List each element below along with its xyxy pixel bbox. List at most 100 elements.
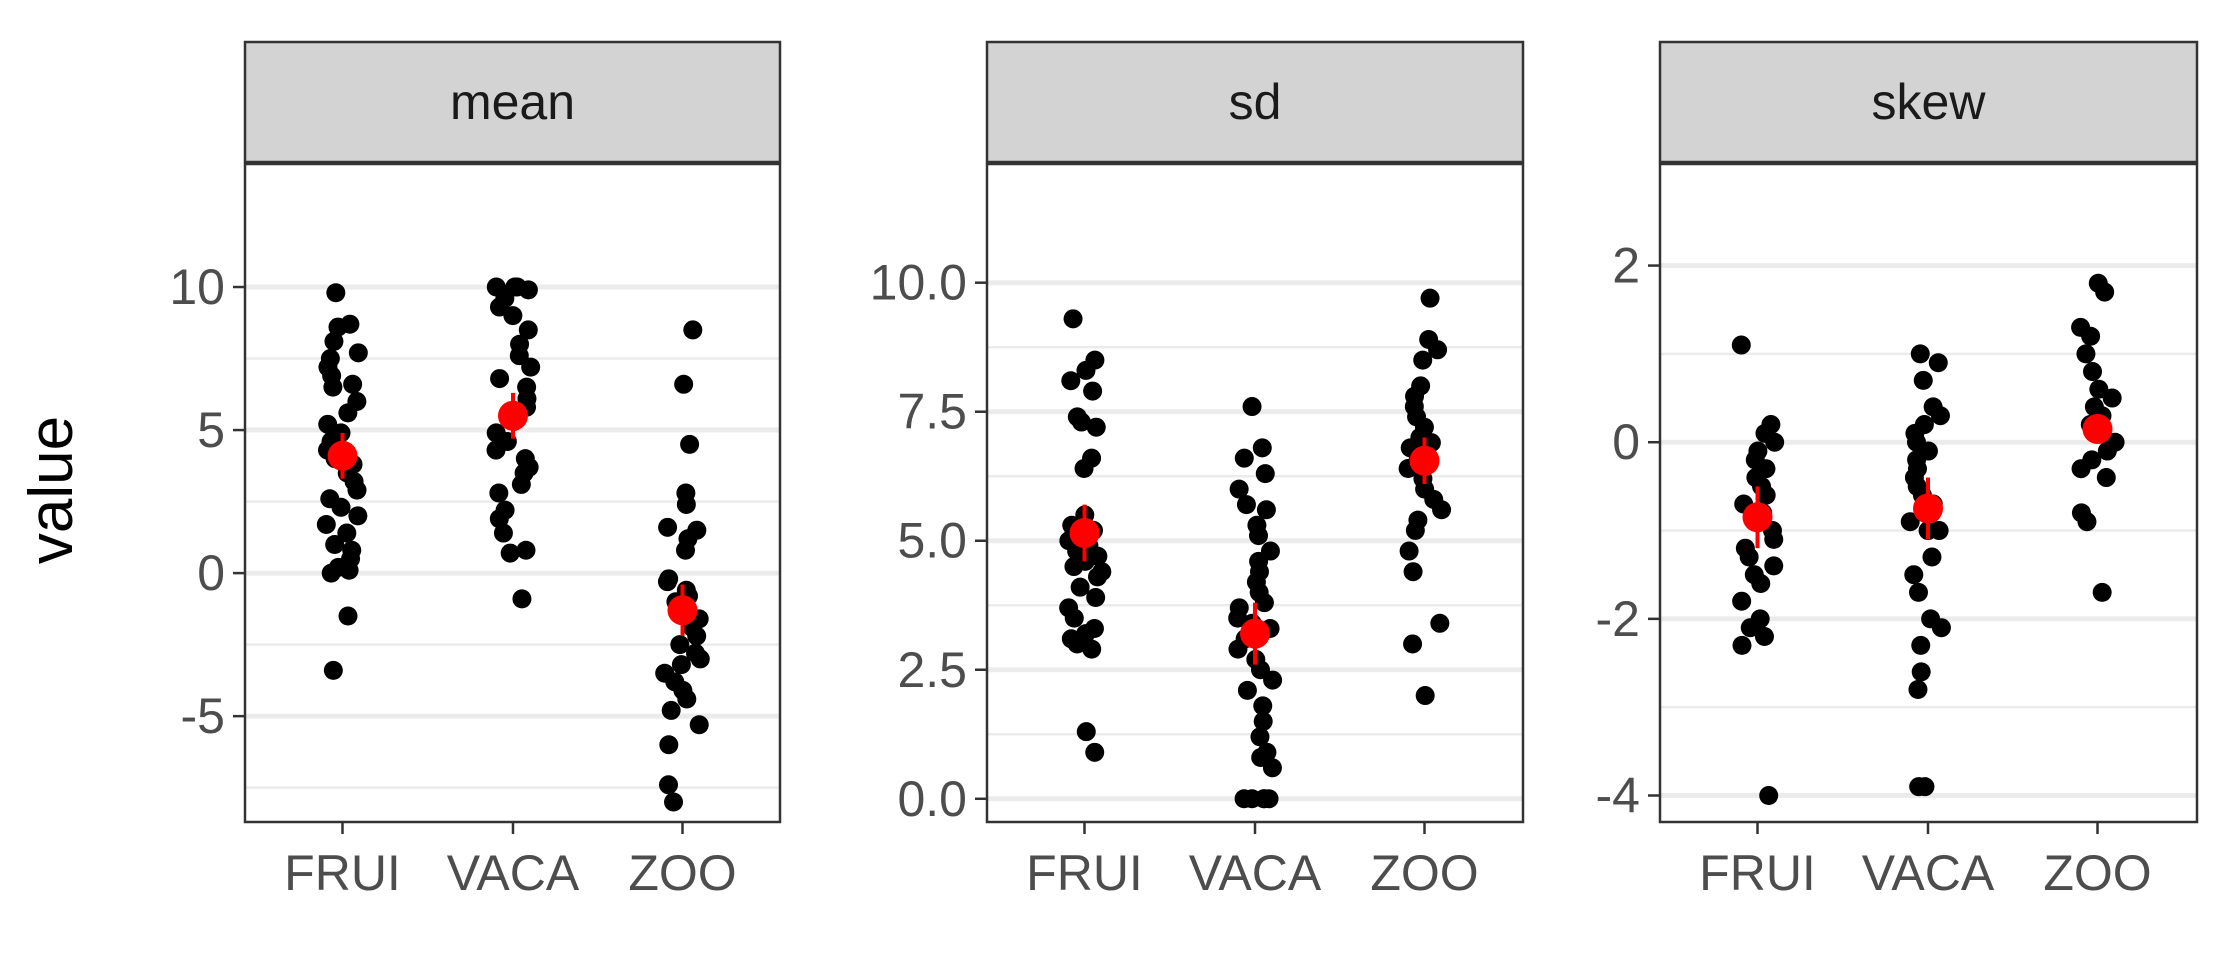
data-point (1904, 565, 1924, 585)
data-point (2076, 344, 2096, 364)
data-point (664, 792, 684, 812)
data-point (1063, 309, 1083, 329)
data-point (2102, 388, 2122, 408)
data-point (490, 369, 510, 389)
data-point (1228, 608, 1248, 628)
data-point (1731, 335, 1751, 355)
data-point (2077, 512, 2097, 532)
x-tick-label: ZOO (2043, 845, 2151, 901)
data-point (677, 689, 697, 709)
y-tick-label: 5 (197, 402, 225, 458)
data-point (1253, 711, 1273, 731)
data-point (1254, 789, 1274, 809)
data-point (1250, 727, 1270, 747)
data-point (689, 715, 709, 735)
data-point (503, 306, 523, 326)
x-tick-label: VACA (447, 845, 580, 901)
summary-mean-point (1742, 502, 1773, 533)
data-point (1403, 634, 1423, 654)
summary-mean-point (2082, 413, 2113, 444)
strip-background (243, 40, 782, 164)
data-point (1909, 777, 1929, 797)
data-point (1085, 742, 1105, 762)
data-point (518, 280, 538, 300)
data-point (1908, 582, 1928, 602)
data-point (1086, 588, 1106, 608)
data-point (1071, 412, 1091, 432)
y-tick-label: -5 (181, 688, 225, 744)
data-point (1249, 526, 1269, 546)
data-point (1765, 432, 1785, 452)
data-point (1908, 680, 1928, 700)
data-point (1399, 541, 1419, 561)
data-point (2095, 282, 2115, 302)
data-point (1242, 397, 1262, 417)
data-point (1432, 500, 1452, 520)
y-tick-label: 0.0 (897, 771, 967, 827)
summary-mean-point (1913, 493, 1943, 524)
data-point (331, 497, 351, 517)
data-point (1229, 479, 1249, 499)
data-point (1928, 353, 1948, 373)
data-point (1234, 789, 1254, 809)
data-point (512, 589, 532, 609)
data-point (1403, 562, 1423, 582)
y-tick-label: 5.0 (897, 513, 967, 569)
data-point (343, 374, 363, 394)
data-point (1067, 634, 1087, 654)
data-point (1740, 618, 1760, 638)
summary-mean-point (327, 440, 358, 471)
data-point (1228, 639, 1248, 659)
data-point (1931, 618, 1951, 638)
data-point (324, 331, 344, 351)
data-point (518, 320, 538, 340)
data-point (687, 626, 707, 646)
panel-skew: skew -4 -2 0 2 FRUI VACA ZOO (1596, 40, 2199, 901)
strip-background (985, 40, 1525, 164)
data-point (676, 494, 696, 514)
data-point (690, 649, 710, 669)
data-point (2092, 582, 2112, 602)
data-point (1256, 500, 1276, 520)
data-point (321, 563, 341, 583)
strip-label: sd (1229, 74, 1282, 130)
data-point (1234, 448, 1254, 468)
x-tick-label: FRUI (284, 845, 401, 901)
data-point (1064, 557, 1084, 577)
data-point (1911, 635, 1931, 655)
y-tick-label: 7.5 (897, 384, 967, 440)
data-point (323, 377, 343, 397)
data-point (486, 440, 506, 460)
summary-mean-point (667, 595, 698, 626)
y-tick-label: -4 (1596, 768, 1640, 824)
data-point (1911, 662, 1931, 682)
strip-background (1658, 40, 2199, 164)
data-point (1263, 670, 1283, 690)
data-point (338, 403, 358, 423)
data-point (1415, 686, 1435, 706)
data-point (511, 474, 531, 494)
data-point (658, 517, 678, 537)
data-point (493, 523, 513, 543)
strip-label: mean (450, 74, 575, 130)
data-point (1405, 520, 1425, 540)
data-point (1910, 344, 1930, 364)
data-point (1754, 627, 1774, 647)
x-tick-label: FRUI (1699, 845, 1816, 901)
data-point (657, 572, 677, 592)
data-point (1739, 547, 1759, 567)
data-point (1732, 591, 1752, 611)
data-point (489, 509, 509, 529)
panel-mean: mean -5 0 5 10 FRUI VACA ZOO (169, 40, 782, 901)
data-point (325, 534, 345, 554)
data-point (521, 357, 541, 377)
data-point (680, 434, 700, 454)
y-tick-label: -2 (1596, 591, 1640, 647)
data-point (516, 540, 536, 560)
data-point (2083, 362, 2103, 382)
data-point (683, 320, 703, 340)
data-point (348, 506, 368, 526)
data-point (1076, 360, 1096, 380)
y-tick-label: 2 (1612, 238, 1640, 294)
data-point (2071, 459, 2091, 479)
